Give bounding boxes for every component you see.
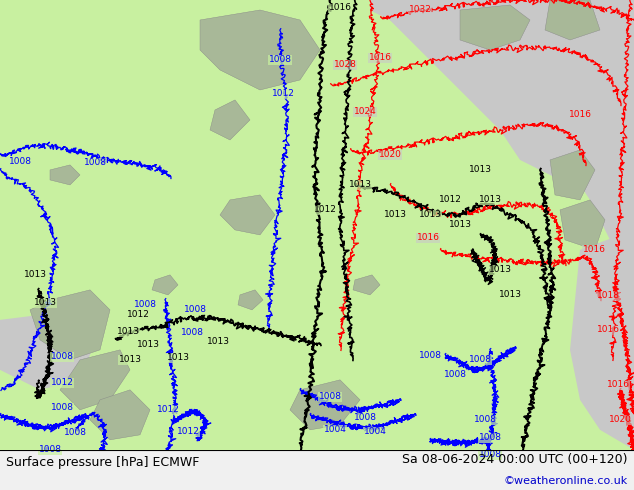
Text: 1020: 1020: [609, 416, 631, 424]
Polygon shape: [353, 275, 380, 295]
Text: 1016: 1016: [597, 325, 619, 334]
Text: Sa 08-06-2024 00:00 UTC (00+120): Sa 08-06-2024 00:00 UTC (00+120): [402, 453, 628, 466]
Polygon shape: [220, 195, 275, 235]
Text: 1013: 1013: [498, 291, 522, 299]
Polygon shape: [200, 10, 320, 90]
Polygon shape: [560, 200, 605, 250]
Text: 1016: 1016: [569, 110, 592, 120]
Text: 1016: 1016: [368, 53, 392, 63]
Text: 1013: 1013: [136, 341, 160, 349]
Polygon shape: [152, 275, 178, 295]
Text: 1008: 1008: [8, 157, 32, 167]
Polygon shape: [90, 390, 150, 440]
Text: 1008: 1008: [318, 392, 342, 401]
Polygon shape: [545, 0, 600, 40]
Text: 1008: 1008: [183, 305, 207, 315]
Text: 1013: 1013: [34, 298, 56, 307]
Text: 1012: 1012: [127, 310, 150, 319]
Text: 1012: 1012: [439, 196, 462, 204]
Polygon shape: [370, 0, 500, 50]
Polygon shape: [370, 0, 634, 200]
Text: 1012: 1012: [157, 405, 179, 415]
Text: 1008: 1008: [479, 433, 501, 442]
Text: 1013: 1013: [23, 270, 46, 279]
Text: 1013: 1013: [119, 355, 141, 365]
Text: Surface pressure [hPa] ECMWF: Surface pressure [hPa] ECMWF: [6, 456, 200, 469]
Polygon shape: [60, 350, 130, 410]
Text: 1016: 1016: [328, 3, 351, 13]
Text: 1024: 1024: [354, 107, 377, 117]
Text: 1013: 1013: [207, 337, 230, 346]
Text: 1012: 1012: [314, 205, 337, 215]
Text: 1008: 1008: [479, 450, 501, 459]
Text: 1012: 1012: [51, 378, 74, 388]
Text: 1004: 1004: [363, 427, 387, 436]
Text: 1008: 1008: [469, 355, 491, 365]
Text: 1004: 1004: [323, 425, 346, 434]
Polygon shape: [550, 150, 595, 200]
Text: 1008: 1008: [474, 416, 496, 424]
Text: 1008: 1008: [39, 445, 61, 454]
Text: 1013: 1013: [418, 210, 441, 220]
Polygon shape: [238, 290, 263, 310]
Text: 1013: 1013: [384, 210, 406, 220]
Text: 1013: 1013: [448, 220, 472, 229]
Text: 1016: 1016: [583, 245, 605, 254]
Text: 1013: 1013: [167, 353, 190, 363]
Text: 1008: 1008: [354, 414, 377, 422]
Text: 1013: 1013: [469, 166, 491, 174]
Polygon shape: [30, 290, 110, 360]
Polygon shape: [460, 5, 530, 50]
Text: 1008: 1008: [84, 158, 107, 168]
Text: 1020: 1020: [378, 150, 401, 159]
Text: 1008: 1008: [134, 300, 157, 309]
Polygon shape: [570, 230, 634, 450]
Text: 1008: 1008: [63, 428, 86, 438]
Text: 1016: 1016: [417, 233, 439, 243]
Text: 1008: 1008: [51, 403, 74, 413]
Text: 1008: 1008: [418, 351, 441, 360]
Text: 1012: 1012: [271, 90, 294, 98]
Text: 1013: 1013: [349, 180, 372, 190]
Text: 1018: 1018: [597, 292, 619, 300]
Text: 1008: 1008: [444, 370, 467, 379]
Polygon shape: [50, 165, 80, 185]
Text: ©weatheronline.co.uk: ©weatheronline.co.uk: [503, 476, 628, 486]
Text: 1008: 1008: [51, 352, 74, 361]
Text: 1013: 1013: [117, 327, 139, 336]
Text: 1008: 1008: [181, 328, 204, 338]
Text: 1016: 1016: [607, 380, 630, 390]
Polygon shape: [0, 310, 100, 390]
Text: 1012: 1012: [176, 427, 200, 436]
Polygon shape: [290, 380, 360, 430]
Text: 1028: 1028: [333, 60, 356, 70]
Text: 1032: 1032: [408, 5, 432, 15]
Polygon shape: [210, 100, 250, 140]
Polygon shape: [380, 0, 634, 260]
Text: 1013: 1013: [489, 266, 512, 274]
Text: 1013: 1013: [479, 196, 501, 204]
Text: 1008: 1008: [269, 55, 292, 65]
